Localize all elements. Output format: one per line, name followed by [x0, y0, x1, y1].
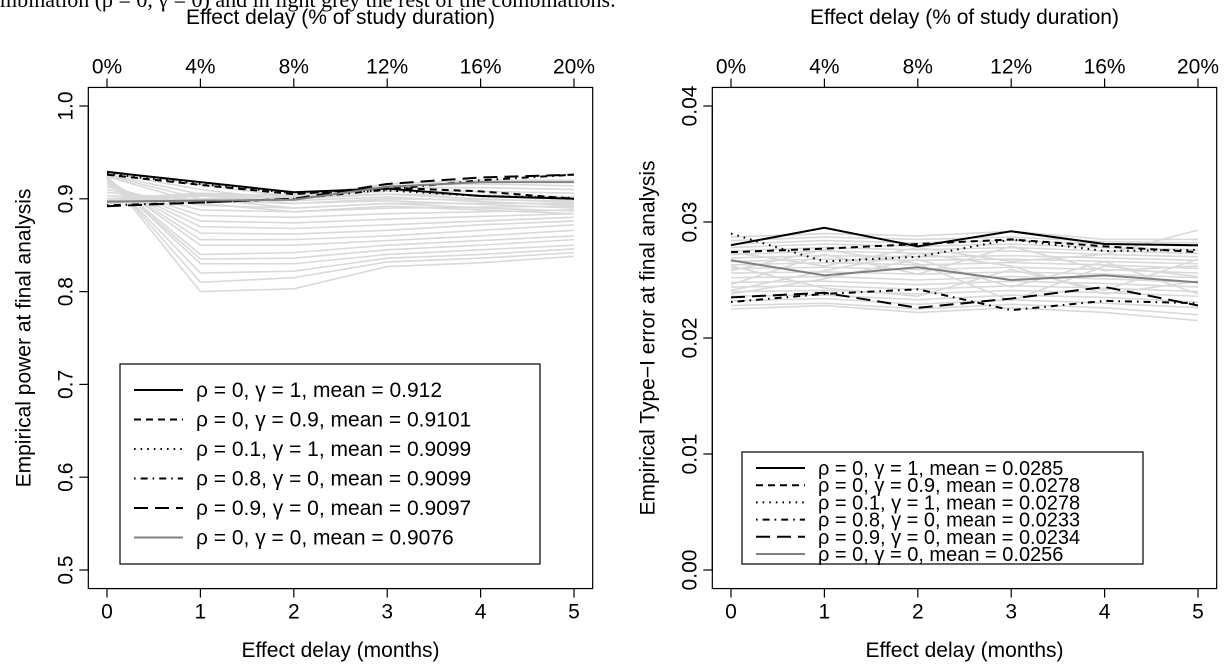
background-series-line [730, 230, 1198, 241]
y-tick-label: 0.9 [54, 184, 77, 213]
y-tick-label: 0.5 [54, 555, 77, 584]
y-tick-label: 0.03 [678, 202, 701, 243]
x2-tick-label: 20% [1177, 55, 1219, 78]
series-line [106, 173, 575, 208]
y-tick-label: 0.8 [54, 277, 77, 306]
background-series-line [106, 175, 575, 274]
legend-entry: ρ = 0, γ = 0.9, mean = 0.0278 [818, 475, 1080, 497]
x2-tick-label: 4% [185, 55, 215, 78]
legend-entry: ρ = 0.9, γ = 0, mean = 0.9097 [196, 497, 471, 520]
x-tick-label: 1 [819, 601, 831, 624]
background-series-line [106, 173, 575, 209]
background-series-line [106, 185, 575, 213]
background-series-line [730, 289, 1199, 298]
y-tick-label: 1.0 [54, 91, 77, 120]
background-series-line [730, 294, 1199, 303]
background-series-line [730, 284, 1199, 293]
chart-panel-1: 0 1 2 3 4 5 Effect delay (months) 0% 4% 8% 12% 16% 2… [12, 6, 595, 662]
background-series-line [106, 176, 575, 256]
background-series-line [730, 297, 1199, 309]
background-series-line [730, 252, 1199, 295]
background-series-line [106, 184, 575, 219]
legend-entry: ρ = 0.8, γ = 0, mean = 0.0233 [818, 510, 1080, 532]
x2-tick-label: 20% [553, 55, 595, 78]
background-series-line [106, 178, 575, 241]
x-axis-label: Effect delay (months) [865, 639, 1063, 662]
x-tick-label: 3 [381, 601, 393, 624]
legend-entry: ρ = 0, γ = 0, mean = 0.9076 [196, 527, 454, 550]
x2-tick-label: 16% [1084, 55, 1126, 78]
series-line [730, 285, 1199, 309]
background-series-line [106, 172, 575, 207]
x2-tick-label: 8% [903, 55, 933, 78]
y-tick-label: 0.04 [678, 85, 701, 126]
y-tick-label: 0.02 [678, 318, 701, 359]
y-tick-label: 0.6 [54, 463, 77, 492]
legend-entry: ρ = 0.1, γ = 1, mean = 0.9099 [196, 438, 471, 461]
chart-panel-2: 0 1 2 3 4 5 Effect delay (months) 0% 4% 8% 12% 16% 2… [636, 6, 1219, 662]
x2-tick-label: 0% [92, 55, 122, 78]
x-tick-label: 4 [1099, 601, 1111, 624]
background-series-line [106, 181, 575, 230]
background-series-line [106, 179, 575, 235]
background-series-line [106, 175, 575, 215]
legend-entry: ρ = 0.9, γ = 0, mean = 0.0234 [818, 527, 1080, 549]
x2-tick-label: 12% [366, 55, 408, 78]
background-series-line [106, 175, 575, 284]
x-tick-label: 3 [1005, 601, 1017, 624]
background-series-line [106, 174, 575, 212]
legend-entry: ρ = 0, γ = 0, mean = 0.0256 [818, 544, 1063, 566]
legend-entry: ρ = 0.1, γ = 1, mean = 0.0278 [818, 492, 1080, 514]
series-line [106, 181, 574, 203]
y-axis-label: Empirical power at final analysis [12, 189, 35, 488]
y-axis-label: Empirical Type−I error at final analysis [636, 160, 659, 515]
legend-entry: ρ = 0, γ = 0.9, mean = 0.9101 [196, 409, 471, 432]
background-lines [106, 170, 575, 293]
x2-tick-label: 4% [809, 55, 839, 78]
x2-tick-label: 12% [990, 55, 1032, 78]
caption-fragment: mbination (ρ = 0, γ = 0) and in light gr… [0, 0, 900, 13]
series-line [730, 226, 1199, 248]
background-series-line [730, 302, 1199, 316]
x-tick-label: 1 [195, 601, 207, 624]
x-tick-label: 0 [725, 601, 737, 624]
legend-box [119, 363, 541, 565]
x2-tick-label: 0% [716, 55, 746, 78]
legend-entry: ρ = 0, γ = 1, mean = 0.0285 [818, 458, 1063, 480]
y-tick-label: 0.00 [678, 550, 701, 591]
series-line [106, 172, 575, 199]
x2-tick-label: 16% [460, 55, 502, 78]
series-line [730, 232, 1199, 263]
series-line [730, 259, 1199, 284]
background-series-line [730, 250, 1199, 258]
legend-entry: ρ = 0, γ = 1, mean = 0.912 [196, 379, 442, 402]
x-axis-label: Effect delay (months) [241, 639, 439, 662]
background-series-line [730, 254, 1199, 262]
x-tick-label: 2 [288, 601, 300, 624]
x-tick-label: 0 [101, 601, 113, 624]
y-tick-label: 0.7 [54, 370, 77, 399]
background-series-line [106, 182, 575, 224]
legend-box [741, 451, 1144, 565]
background-series-line [730, 229, 1199, 267]
x2-tick-label: 8% [279, 55, 309, 78]
x2-axis-label: Effect delay (% of study duration) [186, 6, 495, 29]
series-line [730, 288, 1199, 312]
x-tick-label: 4 [475, 601, 487, 624]
background-series-line [106, 175, 575, 293]
legend-entry: ρ = 0.8, γ = 0, mean = 0.9099 [196, 468, 471, 491]
y-tick-label: 0.01 [678, 434, 701, 475]
x-tick-label: 2 [912, 601, 924, 624]
background-series-line [730, 275, 1199, 284]
background-series-line [106, 177, 575, 246]
background-series-line [106, 176, 575, 260]
background-series-line [106, 175, 575, 265]
x2-axis-label: Effect delay (% of study duration) [810, 6, 1119, 29]
background-series-line [730, 249, 1199, 302]
series-line [730, 238, 1199, 254]
x-tick-label: 5 [568, 601, 580, 624]
x-tick-label: 5 [1192, 601, 1204, 624]
background-series-line [730, 304, 1199, 322]
